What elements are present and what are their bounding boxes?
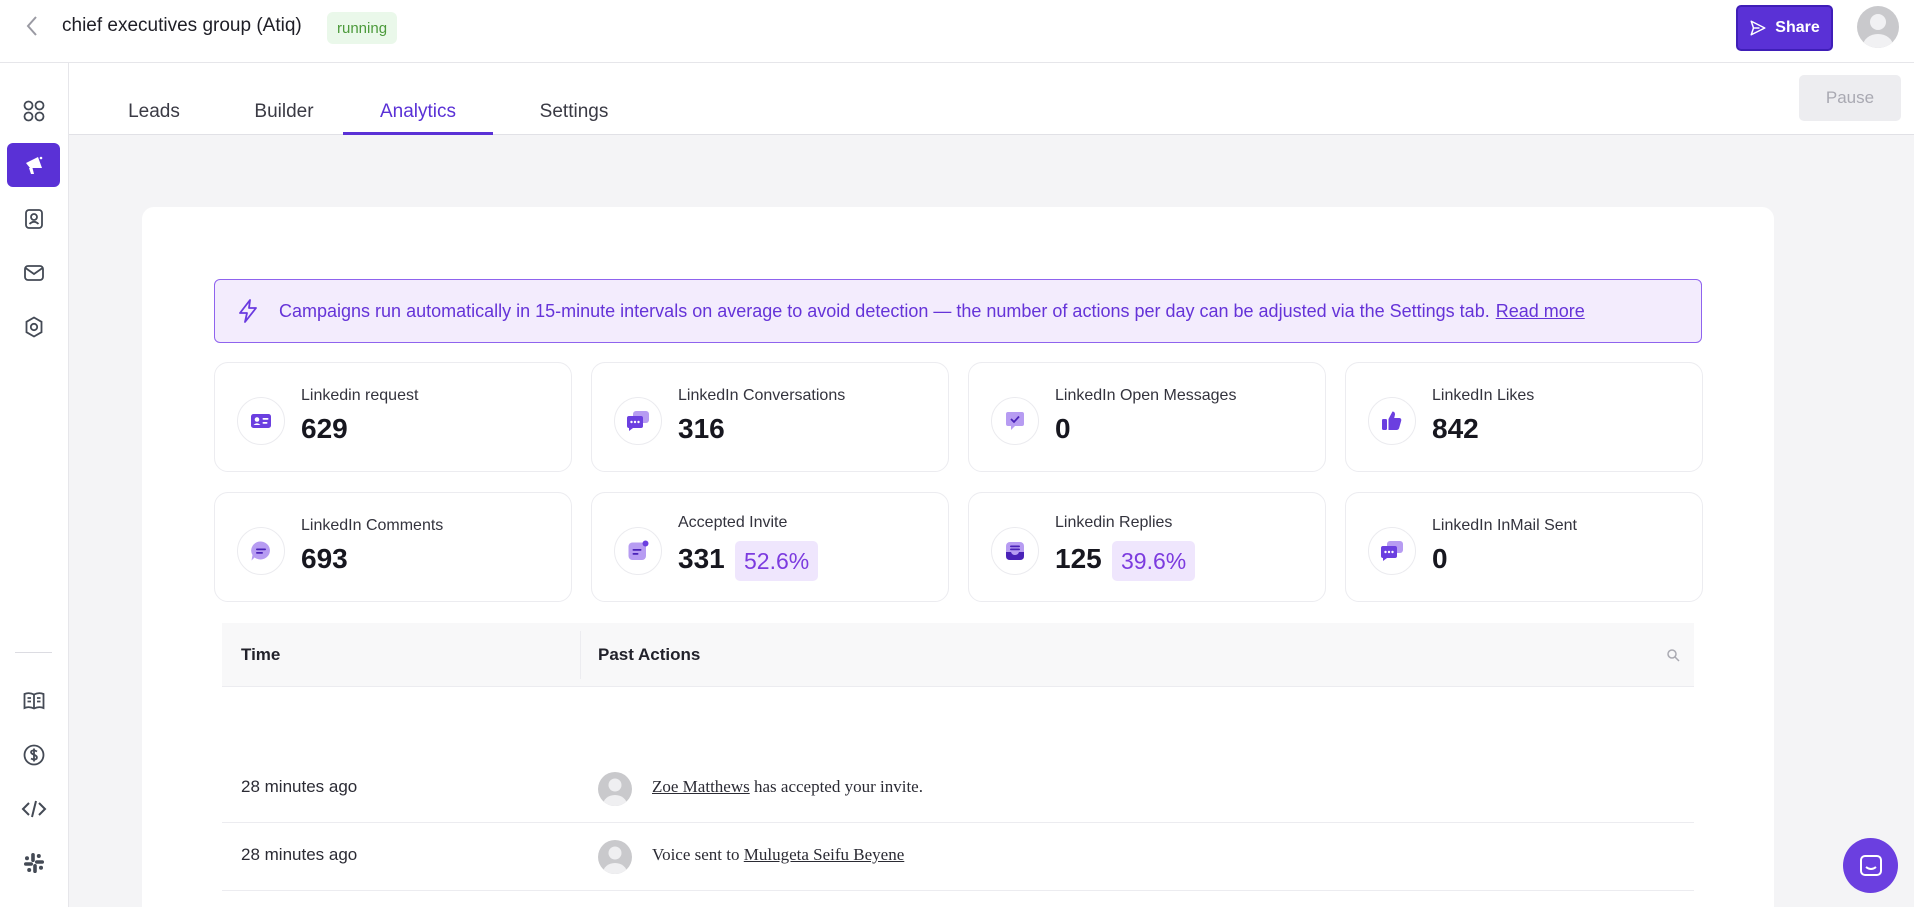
column-past-actions: Past Actions xyxy=(598,645,701,664)
top-bar: chief executives group (Atiq) running Sh… xyxy=(0,0,1914,63)
stat-label: LinkedIn Conversations xyxy=(678,387,846,404)
search-icon[interactable] xyxy=(1666,648,1680,662)
megaphone-icon xyxy=(25,156,42,174)
status-badge: running xyxy=(327,12,398,44)
action-text: Voice sent to xyxy=(652,845,740,864)
support-chat-button[interactable] xyxy=(1843,838,1898,893)
read-more-link[interactable]: Read more xyxy=(1495,300,1585,321)
stat-label: LinkedIn Comments xyxy=(301,517,444,534)
gear-icon xyxy=(25,316,42,338)
stat-linkedin-replies: Linkedin Replies 125 39.6% xyxy=(968,492,1326,602)
stat-accepted-invite: Accepted Invite 331 52.6% xyxy=(591,492,949,602)
pause-button[interactable]: Pause xyxy=(1799,75,1901,121)
inbox-icon xyxy=(991,527,1039,575)
stat-label: LinkedIn InMail Sent xyxy=(1432,517,1577,534)
share-button[interactable]: Share xyxy=(1736,5,1833,51)
stat-percentage: 39.6% xyxy=(1112,541,1196,581)
banner-text: Campaigns run automatically in 15-minute… xyxy=(279,300,1490,321)
stat-percentage: 52.6% xyxy=(735,541,819,581)
id-card-icon xyxy=(237,397,285,445)
person-icon xyxy=(603,846,627,874)
column-divider xyxy=(580,631,581,679)
stat-label: LinkedIn Open Messages xyxy=(1055,387,1237,404)
user-avatar[interactable] xyxy=(1857,6,1899,48)
stat-linkedin-request: Linkedin request 629 xyxy=(214,362,572,472)
table-header: Time Past Actions xyxy=(222,623,1694,687)
slack-icon xyxy=(23,853,44,873)
lead-name-link[interactable]: Zoe Matthews xyxy=(652,777,750,796)
book-icon xyxy=(23,692,44,710)
message-dot-icon xyxy=(614,527,662,575)
stat-value: 316 xyxy=(678,413,725,444)
tab-builder[interactable]: Builder xyxy=(254,101,314,122)
message-check-icon xyxy=(991,397,1039,445)
chevron-left-icon xyxy=(26,16,37,36)
sidebar-divider xyxy=(15,652,52,653)
row-action: Voice sent to Mulugeta Seifu Beyene xyxy=(652,845,904,865)
back-button[interactable] xyxy=(20,14,44,38)
action-text: has accepted your invite. xyxy=(753,777,923,796)
tabs-bar: Leads Builder Analytics Settings Pause xyxy=(69,63,1914,135)
stat-linkedin-likes: LinkedIn Likes 842 xyxy=(1345,362,1703,472)
stat-label: Linkedin request xyxy=(301,387,419,404)
share-label: Share xyxy=(1775,19,1820,36)
nav-dashboard[interactable] xyxy=(7,89,60,133)
comment-icon xyxy=(237,527,285,575)
contact-icon xyxy=(24,209,43,229)
dollar-icon xyxy=(23,744,44,766)
nav-campaigns[interactable] xyxy=(7,143,60,187)
person-icon xyxy=(1863,14,1893,48)
nav-inbox[interactable] xyxy=(7,251,60,295)
stat-label: LinkedIn Likes xyxy=(1432,387,1535,404)
nav-contacts[interactable] xyxy=(7,197,60,241)
lead-name-link[interactable]: Mulugeta Seifu Beyene xyxy=(743,845,905,864)
mail-icon xyxy=(23,265,44,281)
column-time: Time xyxy=(241,645,281,664)
nav-integrations[interactable] xyxy=(7,841,60,885)
stat-value: 629 xyxy=(301,413,348,444)
row-action: Zoe Matthews has accepted your invite. xyxy=(652,777,923,797)
stat-label: Linkedin Replies xyxy=(1055,514,1173,531)
stat-value: 125 xyxy=(1055,543,1102,574)
stat-label: Accepted Invite xyxy=(678,514,788,531)
tab-settings[interactable]: Settings xyxy=(539,101,609,122)
thumbs-up-icon xyxy=(1368,397,1416,445)
nav-billing[interactable] xyxy=(7,733,60,777)
lead-avatar xyxy=(598,772,632,806)
table-row: 28 minutes ago Zoe Matthews has accepted… xyxy=(222,756,1694,823)
stat-linkedin-open-messages: LinkedIn Open Messages 0 xyxy=(968,362,1326,472)
chat-icon xyxy=(1859,854,1882,876)
analytics-card: Campaigns run automatically in 15-minute… xyxy=(142,207,1774,907)
stat-linkedin-comments: LinkedIn Comments 693 xyxy=(214,492,572,602)
lead-avatar xyxy=(598,840,632,874)
tab-analytics[interactable]: Analytics xyxy=(343,101,493,135)
grid-icon xyxy=(23,100,44,122)
send-icon xyxy=(1750,20,1766,36)
nav-api[interactable] xyxy=(7,787,60,831)
lightning-icon xyxy=(237,299,261,323)
stat-value: 0 xyxy=(1432,543,1448,574)
chat-bubbles-icon xyxy=(1368,527,1416,575)
stat-linkedin-inmail-sent: LinkedIn InMail Sent 0 xyxy=(1345,492,1703,602)
nav-settings[interactable] xyxy=(7,305,60,349)
stat-linkedin-conversations: LinkedIn Conversations 316 xyxy=(591,362,949,472)
row-time: 28 minutes ago xyxy=(241,777,358,796)
stat-value: 331 xyxy=(678,543,725,574)
code-icon xyxy=(21,800,46,818)
campaign-title: chief executives group (Atiq) xyxy=(62,15,302,36)
stat-value: 0 xyxy=(1055,413,1071,444)
person-icon xyxy=(603,778,627,806)
info-banner: Campaigns run automatically in 15-minute… xyxy=(214,279,1702,343)
nav-docs[interactable] xyxy=(7,679,60,723)
sidebar xyxy=(0,63,69,907)
chat-bubbles-icon xyxy=(614,397,662,445)
row-time: 28 minutes ago xyxy=(241,845,358,864)
stat-value: 693 xyxy=(301,543,348,574)
table-row: 28 minutes ago Voice sent to Mulugeta Se… xyxy=(222,824,1694,891)
tab-leads[interactable]: Leads xyxy=(128,101,180,122)
stat-value: 842 xyxy=(1432,413,1479,444)
